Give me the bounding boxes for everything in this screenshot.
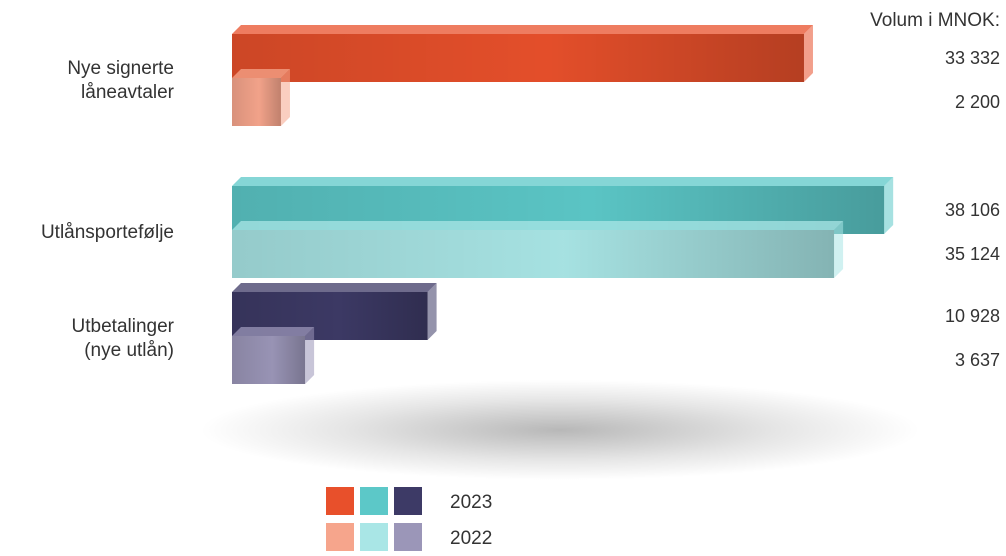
bar-top-face — [232, 25, 813, 34]
bar-top-face — [232, 221, 844, 230]
bar-top-face — [232, 283, 437, 292]
legend-swatch-2023-2 — [394, 487, 422, 515]
category-label-2-line-1: (nye utlån) — [84, 340, 174, 361]
category-label-2-line-0: Utbetalinger — [72, 316, 175, 337]
legend-swatch-2022-1 — [360, 523, 388, 551]
category-label-0-line-1: låneavtaler — [81, 82, 175, 103]
legend-swatch-2023-0 — [326, 487, 354, 515]
bar-top-face — [232, 327, 315, 336]
bar-2023-0 — [232, 25, 813, 82]
bar-side-face — [280, 69, 290, 126]
bar-2023-2 — [232, 283, 437, 340]
category-label-1-line-0: Utlånsportefølje — [41, 222, 174, 243]
value-label-2023-0: 33 332 — [945, 48, 1000, 68]
bar-shading — [232, 34, 804, 82]
category-label-0-line-0: Nye signerte — [67, 58, 174, 79]
bar-2022-0 — [232, 69, 290, 126]
bar-side-face — [834, 221, 844, 278]
bar-side-face — [427, 283, 437, 340]
legend-label-2022: 2022 — [450, 528, 492, 549]
bar-shading — [232, 336, 306, 384]
legend-label-2023: 2023 — [450, 492, 492, 513]
bar-top-face — [232, 177, 894, 186]
value-labels: 33 332 2 200 38 106 35 124 10 928 3 637 — [945, 48, 1000, 370]
legend-swatch-2022-2 — [394, 523, 422, 551]
value-label-2022-0: 2 200 — [955, 92, 1000, 112]
value-label-2022-2: 3 637 — [955, 350, 1000, 370]
value-label-2023-1: 38 106 — [945, 200, 1000, 220]
value-label-2022-1: 35 124 — [945, 244, 1000, 264]
bar-shading — [232, 230, 835, 278]
bars-group — [232, 25, 894, 384]
legend: 2023 2022 — [326, 487, 492, 551]
value-label-2023-2: 10 928 — [945, 306, 1000, 326]
legend-swatch-2023-1 — [360, 487, 388, 515]
bar-side-face — [803, 25, 813, 82]
unit-label: Volum i MNOK: — [870, 10, 1000, 31]
bar-side-face — [305, 327, 315, 384]
legend-swatch-2022-0 — [326, 523, 354, 551]
bar-side-face — [884, 177, 894, 234]
category-labels: Nye signerte låneavtaler Utlånsportefølje U… — [41, 58, 175, 361]
bar-2022-1 — [232, 221, 844, 278]
floor-shadow — [200, 380, 920, 480]
bar-top-face — [232, 69, 290, 78]
bar-2022-2 — [232, 327, 315, 384]
bar-shading — [232, 78, 281, 126]
